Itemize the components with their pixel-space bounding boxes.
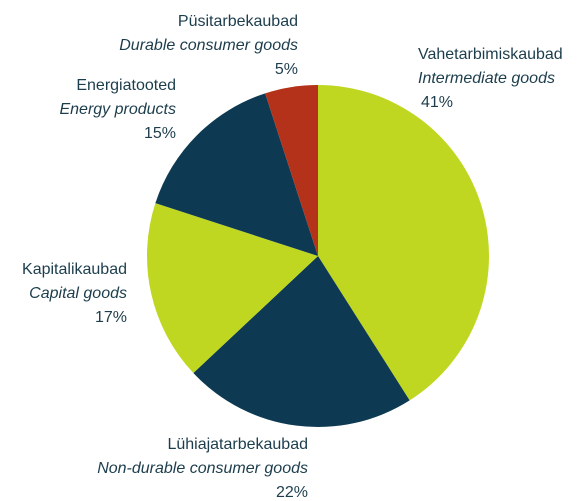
pie-slice	[265, 85, 318, 256]
pie-slice	[147, 203, 318, 374]
slice-label-en: Durable consumer goods	[119, 37, 298, 54]
pie-slice	[318, 85, 489, 401]
slice-label-en: Non-durable consumer goods	[97, 460, 308, 477]
slice-label: Kapitalikaubad	[22, 261, 127, 278]
slice-label: Lühiajatarbekaubad	[167, 436, 308, 453]
slice-label: Vahetarbimiskaubad	[418, 46, 563, 63]
slice-label: Püsitarbekaubad	[178, 13, 298, 30]
slice-label-en: Intermediate goods	[418, 70, 555, 87]
pie-slice	[155, 93, 318, 256]
value-label: 22%	[276, 484, 308, 501]
slice-label-en: Capital goods	[29, 285, 127, 302]
value-label: 41%	[421, 94, 453, 111]
slice-label-en: Energy products	[59, 101, 176, 118]
pie-slice	[193, 256, 410, 427]
value-label: 15%	[144, 125, 176, 142]
value-label: 17%	[95, 309, 127, 326]
slice-label: Energiatooted	[76, 77, 176, 94]
value-label: 5%	[275, 61, 298, 78]
